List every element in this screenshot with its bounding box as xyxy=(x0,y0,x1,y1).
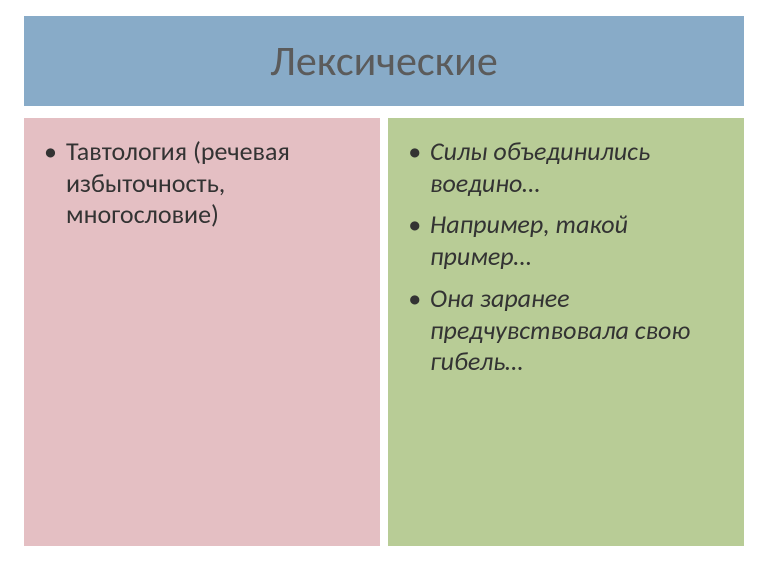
list-item: Тавтология (речевая избыточность, многос… xyxy=(34,136,370,231)
list-item: Силы объединились воедино… xyxy=(398,136,734,199)
right-column: Силы объединились воедино… Например, так… xyxy=(388,118,744,546)
list-item: Она заранее предчувствовала свою гибель… xyxy=(398,283,734,378)
right-list: Силы объединились воедино… Например, так… xyxy=(398,136,734,378)
title-bar: Лексические xyxy=(24,16,744,106)
left-list: Тавтология (речевая избыточность, многос… xyxy=(34,136,370,231)
slide: Лексические Тавтология (речевая избыточн… xyxy=(0,0,768,576)
left-column: Тавтология (речевая избыточность, многос… xyxy=(24,118,380,546)
columns: Тавтология (речевая избыточность, многос… xyxy=(24,118,744,546)
list-item: Например, такой пример… xyxy=(398,209,734,272)
slide-title: Лексические xyxy=(270,36,497,87)
